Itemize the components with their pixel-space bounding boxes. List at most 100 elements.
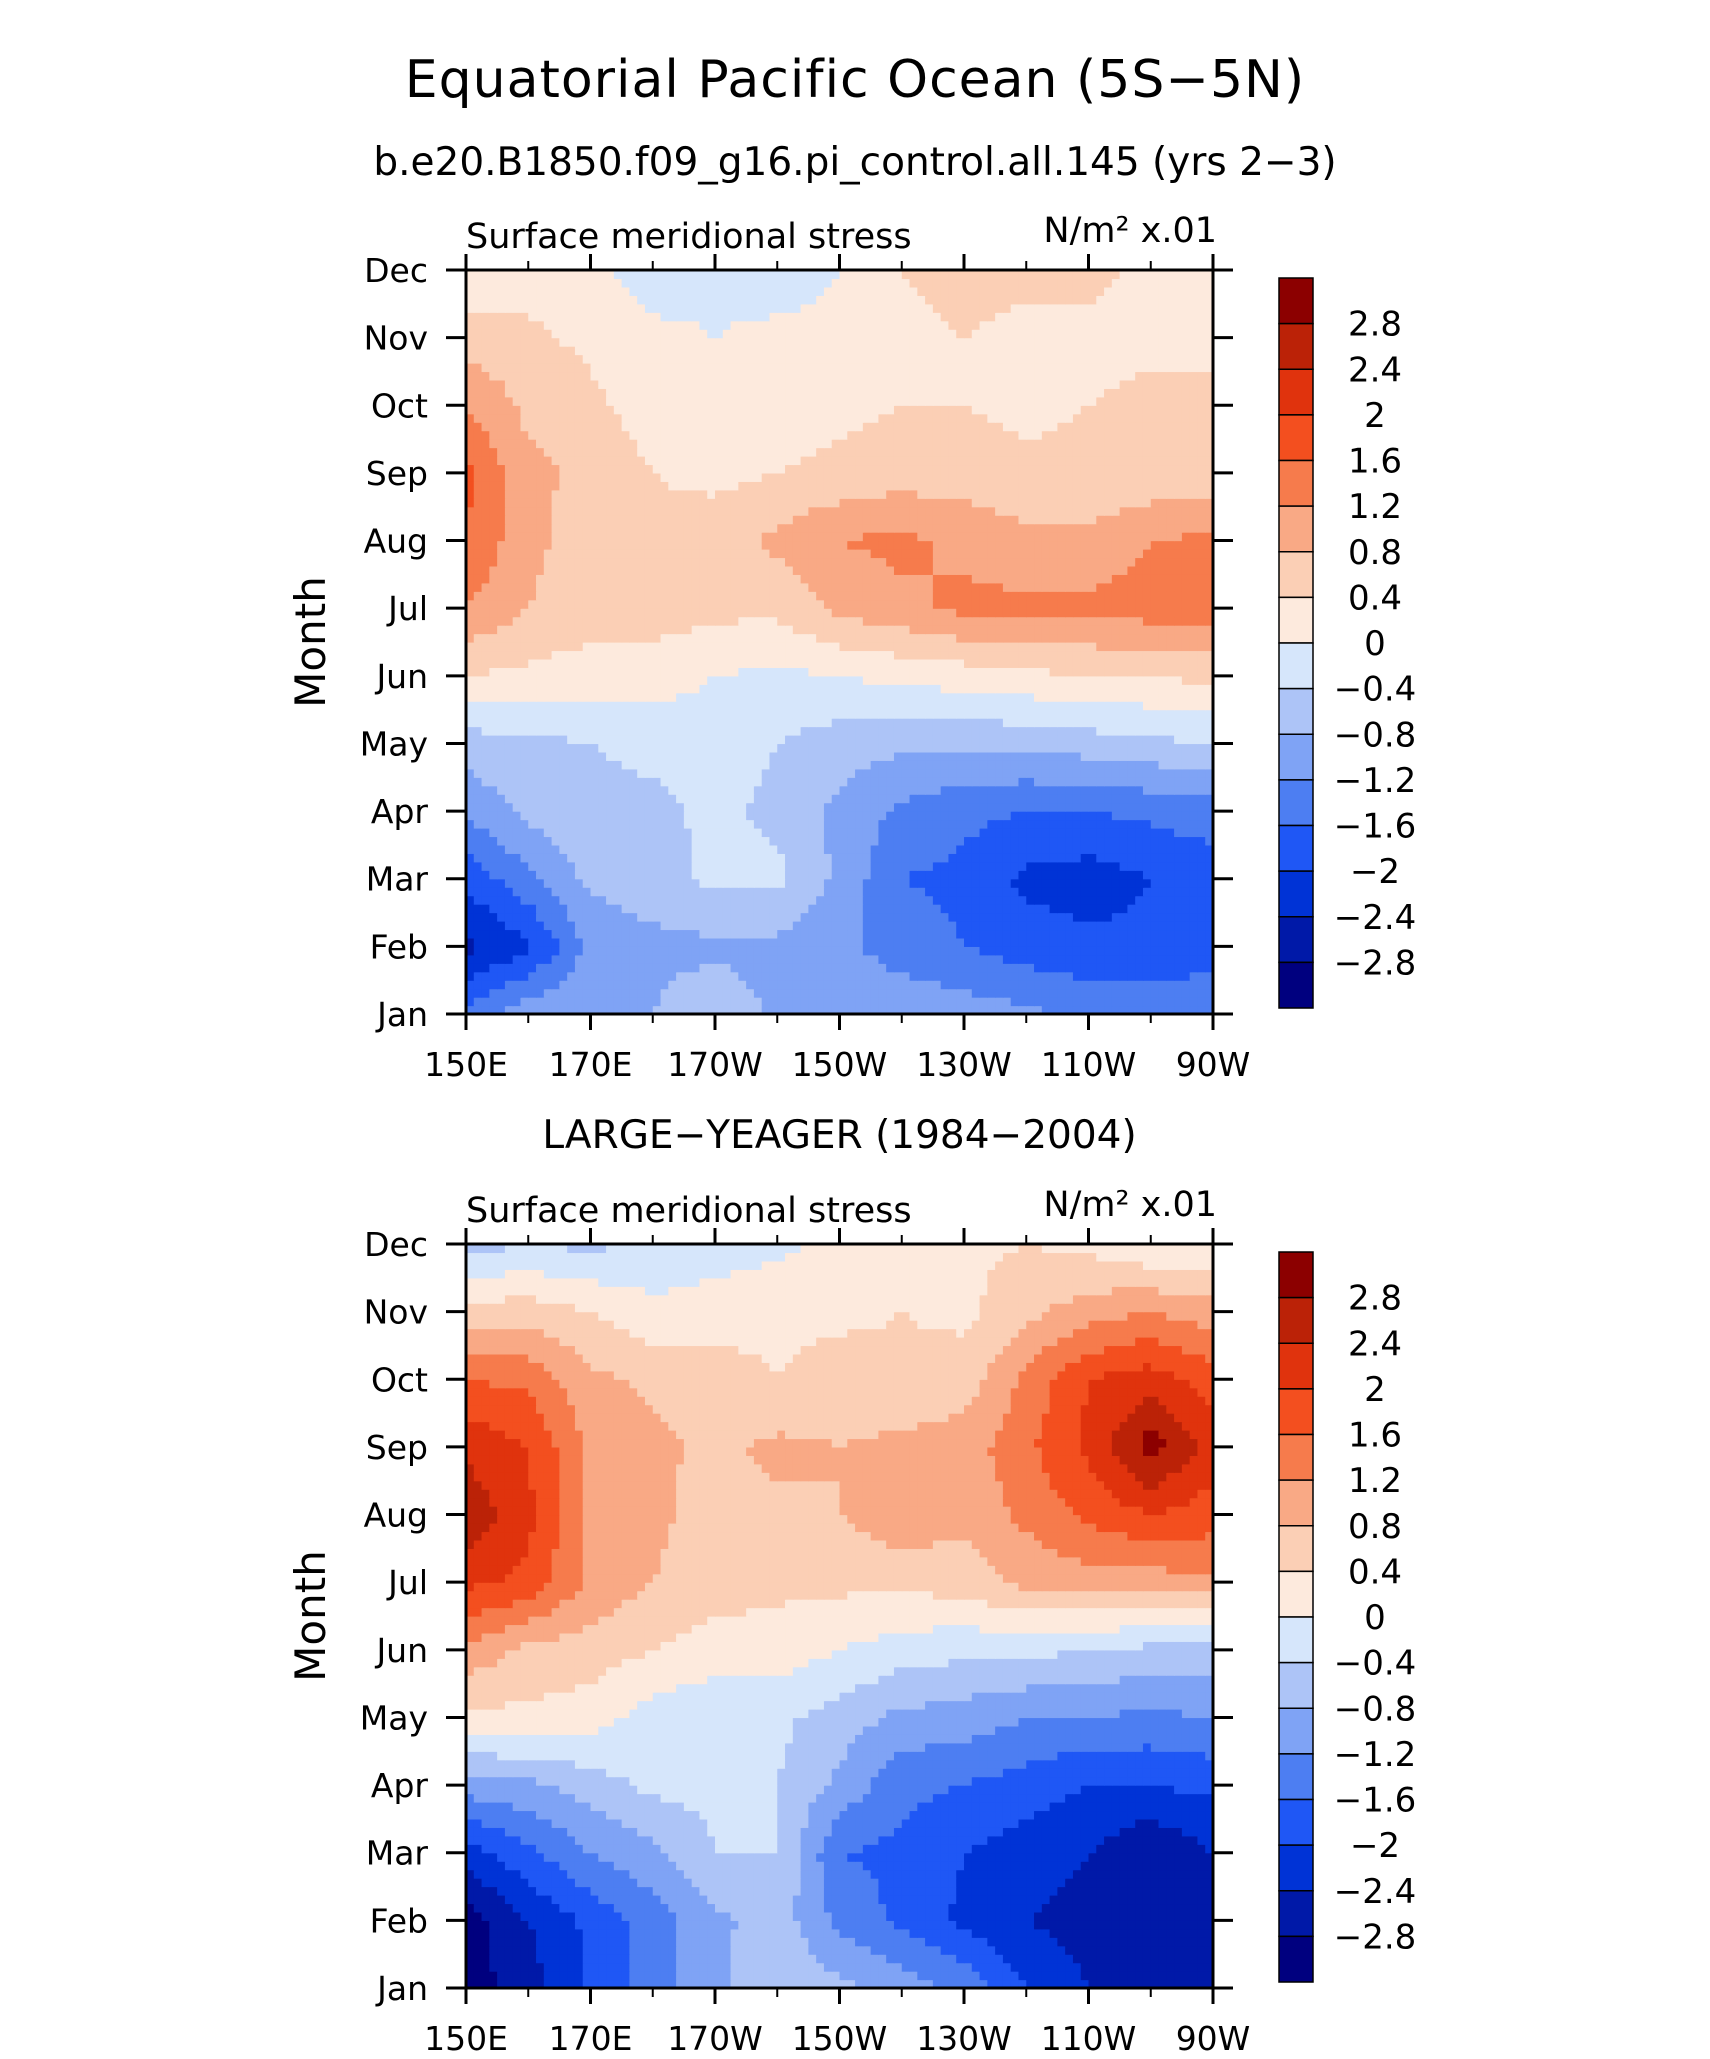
contour-cell — [676, 777, 685, 787]
contour-cell — [909, 760, 918, 770]
contour-cell — [1111, 726, 1121, 736]
contour-cell — [1135, 929, 1144, 939]
contour-cell — [1127, 946, 1136, 956]
contour-cell — [1127, 718, 1136, 728]
contour-cell — [598, 921, 607, 931]
contour-cell — [582, 980, 592, 990]
contour-cell — [1080, 785, 1090, 795]
contour-cell — [512, 768, 522, 778]
contour-cell — [956, 616, 965, 626]
contour-cell — [1096, 836, 1105, 846]
contour-cell — [699, 929, 708, 939]
contour-cell — [504, 709, 514, 719]
contour-cell — [1104, 811, 1113, 821]
contour-cell — [886, 904, 895, 914]
contour-cell — [1034, 904, 1043, 914]
contour-cell — [956, 929, 965, 939]
contour-cell — [543, 853, 553, 863]
contour-cell — [699, 608, 708, 618]
contour-cell — [637, 751, 646, 761]
contour-cell — [816, 1005, 825, 1015]
contour-cell — [1158, 971, 1167, 981]
contour-cell — [746, 997, 755, 1007]
contour-cell — [551, 599, 560, 609]
contour-cell — [940, 743, 950, 753]
contour-cell — [1049, 794, 1058, 804]
contour-cell — [816, 887, 825, 897]
contour-cell — [746, 726, 755, 736]
contour-cell — [909, 904, 918, 914]
contour-cell — [971, 861, 981, 871]
contour-cell — [1158, 811, 1167, 821]
contour-cell — [808, 675, 817, 685]
contour-cell — [816, 988, 825, 998]
contour-cell — [730, 608, 739, 618]
contour-cell — [917, 751, 926, 761]
contour-cell — [956, 895, 965, 905]
contour-cell — [606, 912, 615, 922]
contour-cell — [777, 811, 786, 821]
contour-cell — [870, 658, 880, 668]
contour-cell — [1119, 819, 1129, 829]
contour-cell — [621, 971, 631, 981]
contour-cell — [466, 980, 475, 990]
contour-cell — [613, 997, 623, 1007]
contour-cell — [761, 726, 771, 736]
contour-cell — [940, 1005, 950, 1015]
contour-cell — [1181, 929, 1191, 939]
contour-cell — [637, 921, 646, 931]
contour-cell — [473, 1005, 483, 1015]
contour-cell — [901, 650, 911, 660]
contour-cell — [792, 718, 802, 728]
contour-cell — [1104, 616, 1113, 626]
contour-cell — [1142, 785, 1152, 795]
contour-cell — [520, 658, 529, 668]
contour-cell — [995, 625, 1004, 635]
contour-cell — [901, 836, 911, 846]
contour-cell — [730, 844, 739, 854]
contour-cell — [606, 633, 615, 643]
contour-cell — [964, 802, 973, 812]
contour-cell — [512, 658, 522, 668]
contour-cell — [504, 963, 514, 973]
contour-cell — [621, 929, 631, 939]
contour-cell — [489, 616, 498, 626]
contour-cell — [1041, 768, 1051, 778]
contour-cell — [559, 642, 568, 652]
contour-cell — [489, 912, 498, 922]
contour-cell — [1034, 760, 1043, 770]
contour-cell — [901, 878, 911, 888]
contour-cell — [1205, 853, 1214, 863]
contour-cell — [878, 997, 887, 1007]
contour-cell — [901, 802, 911, 812]
contour-cell — [536, 726, 545, 736]
contour-cell — [497, 582, 506, 592]
contour-cell — [769, 751, 778, 761]
contour-cell — [489, 878, 498, 888]
contour-cell — [761, 954, 771, 964]
contour-cell — [901, 591, 911, 601]
contour-cell — [715, 625, 724, 635]
contour-cell — [893, 929, 903, 939]
contour-cell — [1174, 988, 1183, 998]
contour-cell — [1026, 802, 1035, 812]
contour-cell — [590, 692, 599, 702]
contour-cell — [808, 929, 817, 939]
contour-cell — [893, 963, 903, 973]
contour-cell — [551, 650, 560, 660]
contour-cell — [536, 794, 545, 804]
contour-cell — [909, 937, 918, 947]
contour-cell — [699, 785, 708, 795]
contour-cell — [652, 921, 662, 931]
contour-cell — [971, 988, 981, 998]
contour-cell — [590, 937, 599, 947]
contour-cell — [466, 929, 475, 939]
contour-cell — [886, 591, 895, 601]
contour-cell — [466, 667, 475, 677]
contour-cell — [1205, 912, 1214, 922]
contour-cell — [1096, 785, 1105, 795]
contour-cell — [536, 895, 545, 905]
contour-cell — [598, 963, 607, 973]
contour-cell — [746, 971, 755, 981]
contour-cell — [792, 904, 802, 914]
